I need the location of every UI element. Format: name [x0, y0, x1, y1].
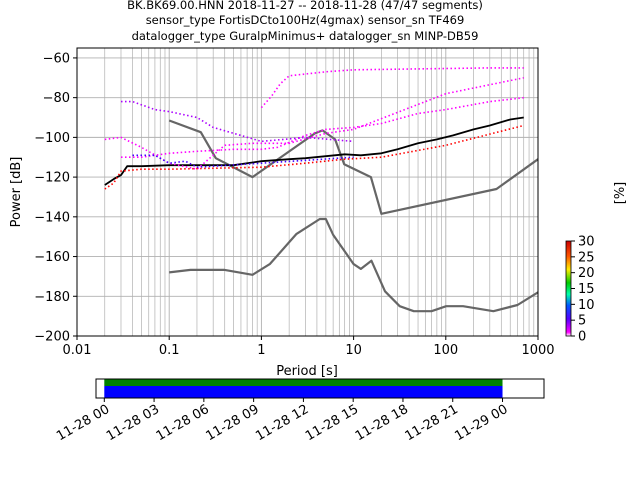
x-tick-label: 100: [433, 343, 458, 358]
coverage-blue-band: [104, 386, 503, 398]
title-line-3: datalogger_type GuralpMinimus+ datalogge…: [132, 29, 479, 43]
y-tick-label: −80: [43, 91, 70, 106]
series-pdf-top-magenta: [260, 67, 524, 109]
coverage-tick-label: 11-28 12: [253, 402, 311, 444]
colorbar-tick-label: 25: [578, 250, 595, 265]
y-tick-label: −120: [34, 171, 70, 186]
y-axis-label: Power [dB]: [9, 157, 24, 228]
coverage-green-band: [104, 379, 503, 386]
y-tick-label: −200: [34, 330, 70, 345]
coverage-tick-label: 11-28 15: [303, 402, 361, 444]
x-axis-label: Period [s]: [276, 364, 338, 379]
x-tick-label: 10: [345, 343, 362, 358]
coverage-tick-label: 11-28 03: [104, 402, 162, 444]
colorbar-label: [%]: [613, 182, 628, 205]
y-tick-label: −180: [34, 290, 70, 305]
y-tick-label: −60: [43, 51, 70, 66]
series-pdf-violet: [121, 100, 354, 143]
colorbar-tick-label: 30: [578, 235, 595, 250]
colorbar-tick-label: 20: [578, 266, 595, 281]
series-pdf-lower-red: [104, 124, 524, 190]
grid-vertical: [76, 48, 535, 336]
colorbar-tick-label: 10: [578, 298, 595, 313]
coverage-tick-label: 11-28 06: [154, 402, 212, 444]
title-line-2: sensor_type FortisDCto100Hz(4gmax) senso…: [146, 13, 465, 27]
x-tick-label: 1: [257, 343, 265, 358]
series-pdf-upper-magenta: [121, 96, 524, 158]
colorbar-tick-label: 5: [578, 314, 586, 329]
coverage-frame: [95, 378, 545, 399]
series-layer: [104, 67, 539, 313]
psd-plot: 0.01 0.1 1 10 100 1000 −60 −80 −100 −120 −140 −160…: [9, 47, 555, 379]
coverage-tick-label: 11-29 00: [452, 402, 510, 444]
x-tick-label: 0.1: [159, 343, 180, 358]
series-pdf-blue: [132, 154, 354, 168]
plot-frame: [76, 47, 539, 337]
y-tick-label: −160: [34, 250, 70, 265]
colorbar-gradient: [565, 240, 572, 337]
x-tick-label: 0.01: [63, 343, 92, 358]
colorbar-tick-label: 15: [578, 282, 595, 297]
series-new-low-noise-model: [169, 217, 539, 313]
y-tick-label: −100: [34, 131, 70, 146]
series-new-high-noise-model: [168, 119, 539, 215]
x-axis-ticks: 0.01 0.1 1 10 100 1000: [63, 336, 555, 358]
coverage-tick-label: 11-28 09: [204, 402, 262, 444]
plot-background: [77, 48, 538, 336]
coverage-tick-label: 11-28 18: [353, 402, 411, 444]
colorbar-tick-label: 0: [578, 330, 586, 345]
y-tick-label: −140: [34, 210, 70, 225]
series-mode: [104, 116, 524, 186]
x-tick-label: 1000: [521, 343, 554, 358]
y-axis-ticks: −60 −80 −100 −120 −140 −160 −180 −200: [34, 51, 77, 345]
coverage-tick-label: 11-28 21: [403, 402, 461, 444]
title-line-1: BK.BK69.00.HNN 2018-11-27 -- 2018-11-28 …: [127, 0, 483, 12]
coverage-tick-label: 11-28 00: [54, 402, 112, 444]
